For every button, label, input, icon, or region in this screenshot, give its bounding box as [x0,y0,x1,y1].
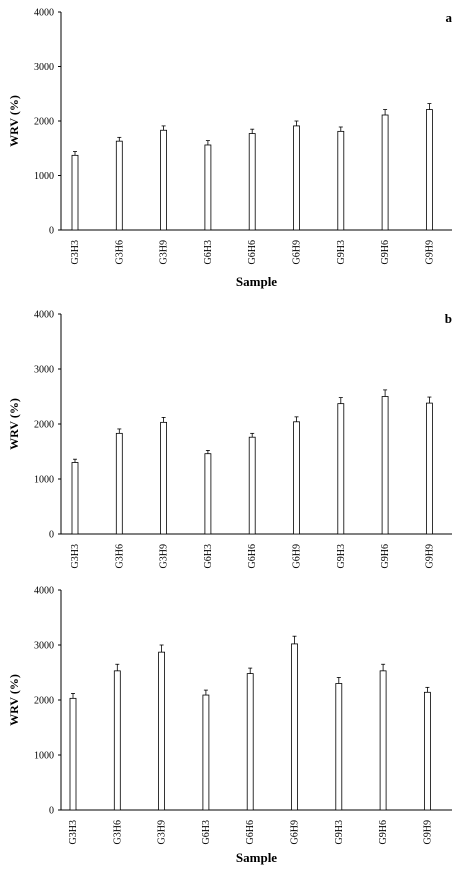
x-tick-label-G9H3: G9H3 [336,544,347,568]
bar-G6H9 [291,643,298,811]
y-tick-label: 4000 [34,586,54,597]
x-tick-label-G6H9: G6H9 [290,820,301,844]
bar-G9H9 [425,402,433,535]
y-tick-label: 0 [49,530,54,541]
bar-G6H3 [204,453,212,535]
x-axis-label: Sample [236,850,277,865]
x-tick-label-G6H9: G6H9 [292,544,303,568]
bar-G6H9 [293,125,300,231]
y-tick-label: 2000 [34,117,54,128]
x-tick-label-G3H3: G3H3 [70,544,81,568]
x-tick-label-G6H3: G6H3 [203,544,214,568]
x-tick-label-G3H6: G3H6 [114,544,125,568]
x-tick-label-G6H6: G6H6 [247,240,258,264]
bar-G9H9 [423,691,431,811]
y-tick-label: 2000 [34,696,54,707]
chart-panel-2: 0 1000 2000 3000 4000 WRV (%) G3H3 G3H6 G3H9 G6H3… [7,310,452,568]
y-tick-label: 4000 [34,310,54,321]
y-axis-label: WRV (%) [7,398,21,450]
x-tick-label-G9H3: G9H3 [336,240,347,264]
bar-G3H3 [71,154,79,231]
bar-G6H6 [246,673,254,811]
bar-G3H3 [71,462,79,535]
y-tick-label: 1000 [34,171,54,182]
bar-G3H6 [113,670,121,811]
x-tick-label-G3H9: G3H9 [157,820,168,844]
y-tick-label: 3000 [34,62,54,73]
chart-panel-1: 0 1000 2000 3000 4000 WRV (%) G3H3 G3H6 G3H9 G6H3… [7,8,453,290]
x-tick-label-G9H9: G9H9 [424,544,435,568]
y-tick-label: 0 [49,226,54,237]
x-tick-label-G6H3: G6H3 [201,820,212,844]
y-axis-label: WRV (%) [7,674,21,726]
x-tick-label-G9H9: G9H9 [424,240,435,264]
y-tick-label: 0 [49,806,54,817]
bar-G3H6 [115,432,123,535]
bar-G3H9 [158,651,166,811]
x-axis-label: Sample [236,274,277,289]
y-tick-label: 1000 [34,751,54,762]
bar-G3H3 [69,697,77,811]
bar-G6H6 [248,133,256,231]
bar-G9H6 [381,396,389,535]
x-tick-label-G3H6: G3H6 [112,820,123,844]
bar-G9H9 [425,109,433,231]
x-tick-label-G9H3: G9H3 [334,820,345,844]
x-tick-label-G3H3: G3H3 [68,820,79,844]
chart-panel-3: 0 1000 2000 3000 4000 WRV (%) G3H3 G3H6 G3H9 G6H3… [7,586,452,865]
x-tick-label-G6H6: G6H6 [245,820,256,844]
bar-G9H3 [337,403,345,535]
x-tick-label-G3H9: G3H9 [159,240,170,264]
x-tick-label-G6H3: G6H3 [203,240,214,264]
bar-G9H3 [337,130,345,231]
y-tick-label: 4000 [34,8,54,19]
y-tick-label: 2000 [34,420,54,431]
bar-G9H3 [335,683,343,811]
y-tick-label: 1000 [34,475,54,486]
x-tick-label-G3H9: G3H9 [159,544,170,568]
panel-label: b [445,311,452,326]
bar-G9H6 [381,114,389,231]
x-tick-label-G3H3: G3H3 [70,240,81,264]
bar-G6H9 [293,421,300,535]
bar-G3H6 [115,140,123,231]
bar-G3H9 [160,421,168,535]
x-tick-label-G6H9: G6H9 [292,240,303,264]
y-tick-label: 3000 [34,641,54,652]
bar-G6H6 [248,436,256,535]
x-tick-label-G3H6: G3H6 [114,240,125,264]
y-axis-label: WRV (%) [7,95,21,147]
bar-G6H3 [204,144,212,231]
x-tick-label-G9H9: G9H9 [422,820,433,844]
panel-label: a [446,10,453,25]
y-tick-label: 3000 [34,365,54,376]
bar-G6H3 [202,694,210,811]
x-tick-label-G9H6: G9H6 [380,544,391,568]
bar-G9H6 [379,670,387,811]
x-tick-label-G9H6: G9H6 [378,820,389,844]
x-tick-label-G9H6: G9H6 [380,240,391,264]
x-tick-label-G6H6: G6H6 [247,544,258,568]
bar-G3H9 [160,129,168,231]
